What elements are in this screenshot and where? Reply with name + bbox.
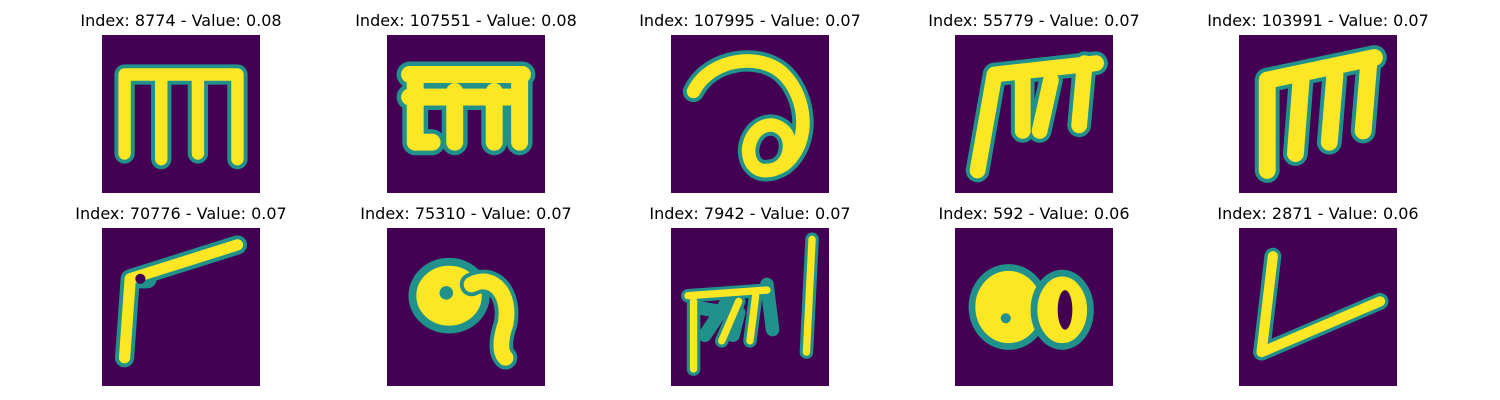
panel-1: Index: 8774 - Value: 0.08 [31, 12, 331, 197]
glyph-image [102, 35, 260, 193]
panel-title: Index: 2871 - Value: 0.06 [1217, 204, 1419, 223]
glyph-image [671, 35, 829, 193]
glyph-image [1239, 35, 1397, 193]
panel-title: Index: 7942 - Value: 0.07 [649, 204, 851, 223]
glyph-image [1239, 228, 1397, 386]
panel-3: Index: 107995 - Value: 0.07 [600, 12, 900, 197]
panel-9: Index: 592 - Value: 0.06 [884, 205, 1184, 390]
glyph-image [671, 228, 829, 386]
glyph-image [387, 228, 545, 386]
panel-title: Index: 107551 - Value: 0.08 [355, 11, 577, 30]
panel-8: Index: 7942 - Value: 0.07 [600, 205, 900, 390]
glyph-image [102, 228, 260, 386]
panel-4: Index: 55779 - Value: 0.07 [884, 12, 1184, 197]
panel-title: Index: 55779 - Value: 0.07 [928, 11, 1140, 30]
panel-6: Index: 70776 - Value: 0.07 [31, 205, 331, 390]
panel-title: Index: 107995 - Value: 0.07 [639, 11, 861, 30]
glyph-image [955, 228, 1113, 386]
panel-title: Index: 8774 - Value: 0.08 [80, 11, 282, 30]
panel-5: Index: 103991 - Value: 0.07 [1168, 12, 1468, 197]
panel-7: Index: 75310 - Value: 0.07 [316, 205, 616, 390]
glyph-image [955, 35, 1113, 193]
panel-title: Index: 75310 - Value: 0.07 [360, 204, 572, 223]
panel-title: Index: 70776 - Value: 0.07 [75, 204, 287, 223]
panel-title: Index: 592 - Value: 0.06 [938, 204, 1130, 223]
panel-2: Index: 107551 - Value: 0.08 [316, 12, 616, 197]
panel-title: Index: 103991 - Value: 0.07 [1207, 11, 1429, 30]
panel-10: Index: 2871 - Value: 0.06 [1168, 205, 1468, 390]
glyph-image [387, 35, 545, 193]
